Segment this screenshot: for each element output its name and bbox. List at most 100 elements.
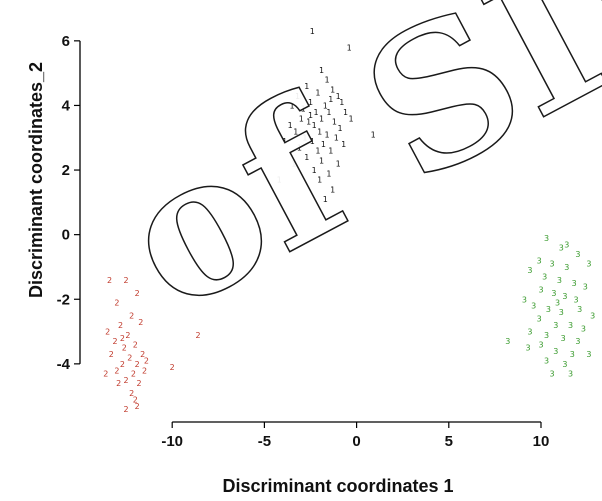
data-point-group-3: 3 (564, 240, 569, 249)
data-point-group-2: 2 (120, 360, 125, 369)
data-point-group-1: 1 (319, 156, 324, 165)
data-point-group-2: 2 (124, 276, 129, 285)
data-point-group-1: 1 (325, 131, 330, 140)
data-point-group-1: 1 (297, 143, 302, 152)
data-point-group-3: 3 (555, 298, 560, 307)
data-point-group-1: 1 (349, 114, 354, 123)
data-point-group-1: 1 (326, 169, 331, 178)
data-point-group-1: 1 (330, 85, 335, 94)
data-point-group-2: 2 (124, 376, 129, 385)
data-point-group-2: 2 (135, 360, 140, 369)
data-point-group-1: 1 (339, 98, 344, 107)
data-point-group-2: 2 (140, 350, 145, 359)
data-point-group-2: 2 (133, 340, 138, 349)
data-point-group-1: 1 (325, 76, 330, 85)
data-point-group-1: 1 (321, 140, 326, 149)
data-point-group-3: 3 (538, 286, 543, 295)
x-tick-label: -10 (161, 433, 183, 450)
data-point-group-3: 3 (546, 305, 551, 314)
data-point-group-3: 3 (557, 276, 562, 285)
data-point-group-1: 1 (302, 134, 307, 143)
y-tick-label: 2 (62, 162, 70, 179)
data-point-group-3: 3 (581, 324, 586, 333)
data-point-group-3: 3 (573, 295, 578, 304)
data-point-group-3: 3 (561, 334, 566, 343)
data-point-group-1: 1 (336, 92, 341, 101)
data-point-group-1: 1 (310, 27, 315, 36)
data-point-group-1: 1 (277, 176, 282, 185)
data-point-group-1: 1 (317, 176, 322, 185)
data-point-group-1: 1 (326, 108, 331, 117)
data-point-group-1: 1 (308, 111, 313, 120)
data-point-group-1: 1 (299, 114, 304, 123)
data-point-group-1: 1 (319, 114, 324, 123)
data-point-group-1: 1 (282, 137, 287, 146)
data-point-group-2: 2 (112, 337, 117, 346)
data-point-group-3: 3 (551, 289, 556, 298)
data-point-group-2: 2 (109, 350, 114, 359)
data-point-group-1: 1 (308, 98, 313, 107)
x-tick-label: 5 (445, 433, 453, 450)
data-point-group-2: 2 (116, 379, 121, 388)
data-point-group-3: 3 (564, 263, 569, 272)
data-point-group-2: 2 (118, 321, 123, 330)
axes: -4 -2 0 2 4 6 -10 -5 0 5 10 (57, 33, 550, 450)
y-axis-title: Discriminant coordinates_2 (26, 62, 46, 298)
data-point-group-2: 2 (133, 395, 138, 404)
data-point-group-1: 1 (288, 121, 293, 130)
data-point-group-2: 2 (122, 344, 127, 353)
x-tick-label: 0 (352, 433, 360, 450)
data-point-group-2: 2 (170, 363, 175, 372)
data-point-group-1: 1 (313, 108, 318, 117)
data-point-group-3: 3 (562, 292, 567, 301)
data-point-group-3: 3 (586, 350, 591, 359)
data-point-group-3: 3 (531, 302, 536, 311)
data-point-group-1: 1 (341, 140, 346, 149)
data-point-group-1: 1 (312, 121, 317, 130)
data-point-group-1: 1 (312, 166, 317, 175)
data-point-group-3: 3 (575, 250, 580, 259)
data-point-group-1: 1 (347, 43, 352, 52)
data-point-group-3: 3 (570, 350, 575, 359)
data-point-group-1: 1 (295, 92, 300, 101)
data-point-group-2: 2 (124, 405, 129, 414)
x-tick-label: -5 (258, 433, 271, 450)
data-point-group-3: 3 (527, 328, 532, 337)
data-point-group-3: 3 (559, 244, 564, 253)
data-point-group-3: 3 (583, 282, 588, 291)
data-point-group-3: 3 (505, 337, 510, 346)
data-point-group-2: 2 (144, 357, 149, 366)
data-point-group-1: 1 (290, 101, 295, 110)
data-point-group-2: 2 (114, 298, 119, 307)
data-point-group-3: 3 (572, 279, 577, 288)
data-point-group-1: 1 (371, 131, 376, 140)
data-point-group-2: 2 (138, 318, 143, 327)
y-tick-label: 6 (62, 33, 70, 50)
data-point-group-1: 1 (319, 66, 324, 75)
data-point-group-3: 3 (590, 311, 595, 320)
data-point-group-1: 1 (315, 147, 320, 156)
data-point-group-3: 3 (559, 308, 564, 317)
data-point-group-1: 1 (330, 185, 335, 194)
data-point-group-1: 1 (332, 118, 337, 127)
data-point-group-1: 1 (293, 127, 298, 136)
data-point-group-3: 3 (537, 315, 542, 324)
data-point-group-2: 2 (125, 331, 130, 340)
data-point-group-3: 3 (568, 321, 573, 330)
data-point-group-2: 2 (114, 366, 119, 375)
data-point-group-1: 1 (323, 195, 328, 204)
data-point-group-2: 2 (127, 353, 132, 362)
data-point-group-2: 2 (120, 334, 125, 343)
data-point-group-1: 1 (304, 82, 309, 91)
data-point-group-3: 3 (522, 295, 527, 304)
data-point-group-1: 1 (334, 134, 339, 143)
data-point-group-1: 1 (343, 108, 348, 117)
data-point-group-2: 2 (131, 370, 136, 379)
data-point-group-2: 2 (135, 402, 140, 411)
data-point-group-3: 3 (542, 273, 547, 282)
data-point-group-1: 1 (328, 147, 333, 156)
data-point-group-3: 3 (544, 357, 549, 366)
data-point-group-3: 3 (562, 360, 567, 369)
